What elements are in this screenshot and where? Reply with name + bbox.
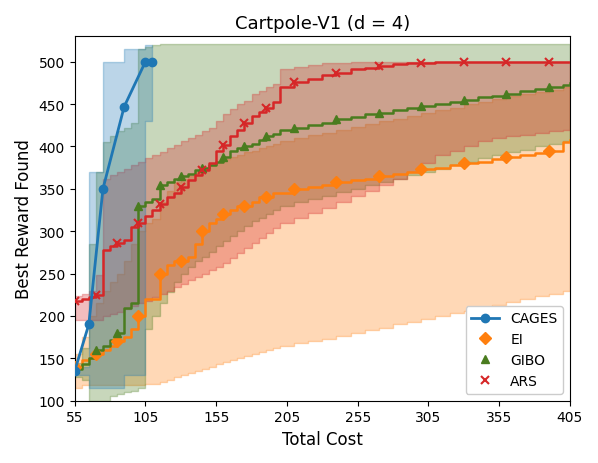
GIBO bbox=[92, 347, 99, 353]
EI bbox=[199, 229, 206, 235]
EI bbox=[156, 271, 163, 277]
EI bbox=[241, 204, 248, 209]
CAGES bbox=[142, 60, 149, 65]
GIBO bbox=[241, 144, 248, 150]
ARS bbox=[291, 80, 298, 86]
CAGES bbox=[121, 105, 128, 110]
EI bbox=[114, 339, 121, 344]
GIBO bbox=[262, 134, 269, 140]
ARS bbox=[502, 60, 509, 65]
Legend: CAGES, EI, GIBO, ARS: CAGES, EI, GIBO, ARS bbox=[466, 306, 563, 394]
Line: ARS: ARS bbox=[71, 58, 553, 305]
Y-axis label: Best Reward Found: Best Reward Found bbox=[15, 139, 33, 299]
Line: CAGES: CAGES bbox=[71, 58, 157, 375]
EI bbox=[177, 258, 184, 264]
CAGES bbox=[149, 60, 156, 65]
GIBO bbox=[177, 174, 184, 180]
GIBO bbox=[71, 366, 78, 371]
GIBO bbox=[418, 104, 425, 109]
EI bbox=[333, 180, 340, 186]
ARS bbox=[545, 60, 552, 65]
CAGES bbox=[99, 187, 106, 192]
GIBO bbox=[333, 117, 340, 123]
EI bbox=[460, 161, 468, 167]
EI bbox=[291, 187, 298, 192]
ARS bbox=[418, 61, 425, 66]
Title: Cartpole-V1 (d = 4): Cartpole-V1 (d = 4) bbox=[234, 15, 410, 33]
X-axis label: Total Cost: Total Cost bbox=[282, 430, 363, 448]
ARS bbox=[219, 143, 227, 148]
Line: GIBO: GIBO bbox=[71, 84, 553, 373]
ARS bbox=[156, 202, 163, 207]
ARS bbox=[376, 64, 383, 69]
GIBO bbox=[219, 155, 227, 160]
ARS bbox=[460, 60, 468, 65]
ARS bbox=[199, 168, 206, 174]
ARS bbox=[135, 220, 142, 226]
ARS bbox=[71, 298, 78, 304]
EI bbox=[418, 167, 425, 173]
CAGES bbox=[85, 322, 92, 327]
GIBO bbox=[114, 331, 121, 336]
GIBO bbox=[156, 182, 163, 188]
ARS bbox=[241, 121, 248, 126]
GIBO bbox=[545, 85, 552, 91]
EI bbox=[376, 174, 383, 180]
GIBO bbox=[199, 166, 206, 171]
EI bbox=[135, 313, 142, 319]
EI bbox=[502, 155, 509, 160]
GIBO bbox=[502, 92, 509, 98]
EI bbox=[71, 364, 78, 370]
Line: EI: EI bbox=[71, 147, 553, 371]
ARS bbox=[114, 241, 121, 246]
CAGES bbox=[71, 369, 78, 374]
GIBO bbox=[460, 98, 468, 103]
ARS bbox=[92, 292, 99, 298]
EI bbox=[262, 195, 269, 200]
GIBO bbox=[291, 126, 298, 131]
EI bbox=[92, 351, 99, 357]
GIBO bbox=[376, 111, 383, 116]
GIBO bbox=[135, 204, 142, 209]
EI bbox=[545, 149, 552, 154]
ARS bbox=[177, 185, 184, 191]
ARS bbox=[262, 106, 269, 111]
EI bbox=[219, 212, 227, 218]
ARS bbox=[333, 71, 340, 76]
